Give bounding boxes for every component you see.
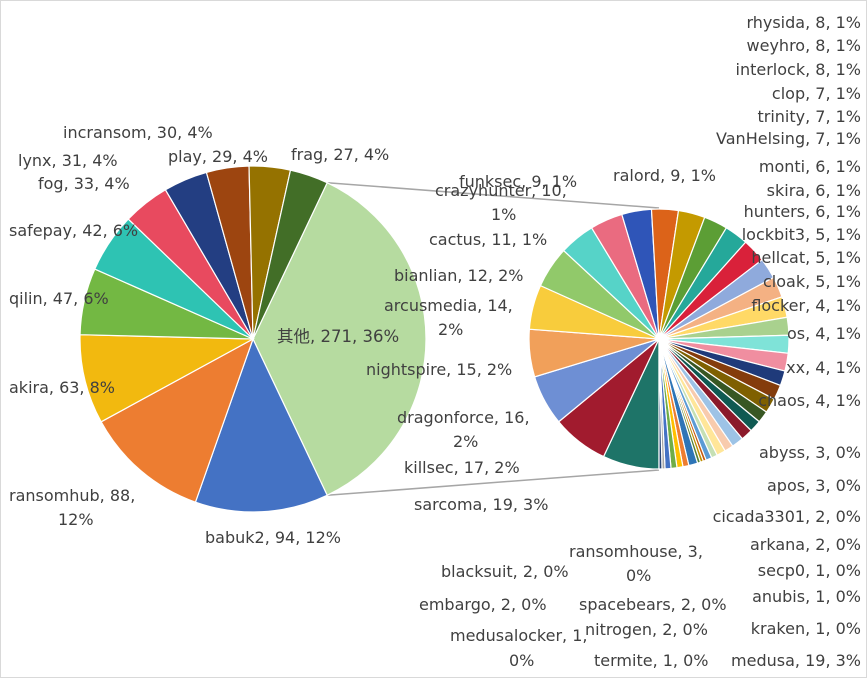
label-killsec: killsec, 17, 2% bbox=[404, 458, 520, 477]
label-flocker: flocker, 4, 1% bbox=[751, 296, 861, 315]
label-fog: fog, 33, 4% bbox=[38, 174, 130, 193]
label-cicada3301: cicada3301, 2, 0% bbox=[713, 507, 861, 526]
label-secp0: secp0, 1, 0% bbox=[758, 561, 861, 580]
label-rhysida: rhysida, 8, 1% bbox=[746, 13, 861, 32]
connector-bottom bbox=[327, 469, 660, 497]
label-bianlian: bianlian, 12, 2% bbox=[394, 266, 523, 285]
label-anubis: anubis, 1, 0% bbox=[752, 587, 861, 606]
label-medusalocker: medusalocker, 1, bbox=[450, 626, 587, 645]
label-ransomhouse: ransomhouse, 3, bbox=[569, 542, 703, 561]
connector-top bbox=[327, 181, 660, 209]
secondary-slice-40 bbox=[658, 338, 663, 470]
label-apos: apos, 3, 0% bbox=[767, 476, 861, 495]
label-medusa: medusa, 19, 3% bbox=[731, 651, 861, 670]
label-interlock: interlock, 8, 1% bbox=[736, 60, 861, 79]
label-abyss: abyss, 3, 0% bbox=[759, 443, 861, 462]
label-termite: termite, 1, 0% bbox=[594, 651, 708, 670]
label-play: play, 29, 4% bbox=[168, 147, 268, 166]
main-slice-babuk2 bbox=[194, 337, 328, 513]
label-ralord: ralord, 9, 1% bbox=[613, 166, 716, 185]
label-nightspire: nightspire, 15, 2% bbox=[366, 360, 512, 379]
label-cloak: cloak, 5, 1% bbox=[763, 272, 861, 291]
label-crazyhunter: crazyhunter, 10, bbox=[435, 181, 567, 200]
label-akira: akira, 63, 8% bbox=[9, 378, 115, 397]
label-ransomhub-pct: 12% bbox=[58, 510, 94, 529]
label-arcusmedia: arcusmedia, 14, bbox=[384, 296, 513, 315]
main-pie bbox=[79, 165, 427, 513]
main-slice-other bbox=[252, 181, 427, 497]
label-ransomhouse-pct: 0% bbox=[626, 566, 651, 585]
label-kraken: kraken, 1, 0% bbox=[751, 619, 861, 638]
main-slice-ransomhub bbox=[100, 337, 255, 503]
label-os: os, 4, 1% bbox=[787, 324, 861, 343]
label-hunters: hunters, 6, 1% bbox=[744, 202, 861, 221]
label-crazyhunter-pct: 1% bbox=[491, 205, 516, 224]
label-blacksuit: blacksuit, 2, 0% bbox=[441, 562, 569, 581]
label-skira: skira, 6, 1% bbox=[767, 181, 861, 200]
label-safepay: safepay, 42, 6% bbox=[9, 221, 138, 240]
label-vanhelsing: VanHelsing, 7, 1% bbox=[716, 129, 861, 148]
label-chaos: chaos, 4, 1% bbox=[758, 391, 861, 410]
label-arcusmedia-pct: 2% bbox=[438, 320, 463, 339]
label-incransom: incransom, 30, 4% bbox=[63, 123, 213, 142]
label-nitrogen: nitrogen, 2, 0% bbox=[585, 620, 708, 639]
label-other: 其他, 271, 36% bbox=[277, 327, 399, 346]
label-arkana: arkana, 2, 0% bbox=[750, 535, 861, 554]
label-ransomhub: ransomhub, 88, bbox=[9, 486, 135, 505]
label-qilin: qilin, 47, 6% bbox=[9, 289, 109, 308]
label-clop: clop, 7, 1% bbox=[772, 84, 861, 103]
label-lynx: lynx, 31, 4% bbox=[18, 151, 118, 170]
secondary-pie bbox=[528, 208, 790, 470]
connector-lines bbox=[327, 181, 660, 497]
label-trinity: trinity, 7, 1% bbox=[757, 107, 861, 126]
label-xx: xx, 4, 1% bbox=[786, 358, 861, 377]
label-hellcat: hellcat, 5, 1% bbox=[751, 248, 861, 267]
secondary-pie-labels: funksec, 9, 1% crazyhunter, 10, 1% ralor… bbox=[366, 13, 861, 670]
label-cactus: cactus, 11, 1% bbox=[429, 230, 547, 249]
label-spacebears: spacebears, 2, 0% bbox=[579, 595, 727, 614]
main-slice-frag bbox=[252, 169, 328, 340]
label-sarcoma: sarcoma, 19, 3% bbox=[414, 495, 548, 514]
label-babuk2: babuk2, 94, 12% bbox=[205, 528, 341, 547]
label-medusalocker-pct: 0% bbox=[509, 651, 534, 670]
label-weyhro: weyhro, 8, 1% bbox=[747, 36, 861, 55]
label-funksec: funksec, 9, 1% bbox=[459, 172, 577, 191]
label-embargo: embargo, 2, 0% bbox=[419, 595, 547, 614]
main-slice-akira bbox=[79, 334, 256, 423]
label-monti: monti, 6, 1% bbox=[759, 157, 861, 176]
label-frag: frag, 27, 4% bbox=[291, 145, 389, 164]
label-dragonforce: dragonforce, 16, bbox=[397, 408, 530, 427]
label-lockbit3: lockbit3, 5, 1% bbox=[742, 225, 861, 244]
label-dragonforce-pct: 2% bbox=[453, 432, 478, 451]
main-pie-labels: 其他, 271, 36% babuk2, 94, 12% ransomhub, … bbox=[9, 123, 399, 547]
